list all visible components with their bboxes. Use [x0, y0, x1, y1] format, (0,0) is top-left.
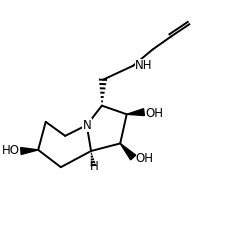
Polygon shape — [126, 109, 144, 116]
Text: NH: NH — [135, 59, 152, 72]
Text: OH: OH — [144, 107, 162, 120]
Text: OH: OH — [134, 152, 152, 165]
Text: H: H — [90, 160, 98, 173]
Text: HO: HO — [2, 145, 20, 157]
Text: N: N — [82, 119, 91, 132]
Polygon shape — [21, 148, 38, 155]
Polygon shape — [120, 143, 135, 160]
